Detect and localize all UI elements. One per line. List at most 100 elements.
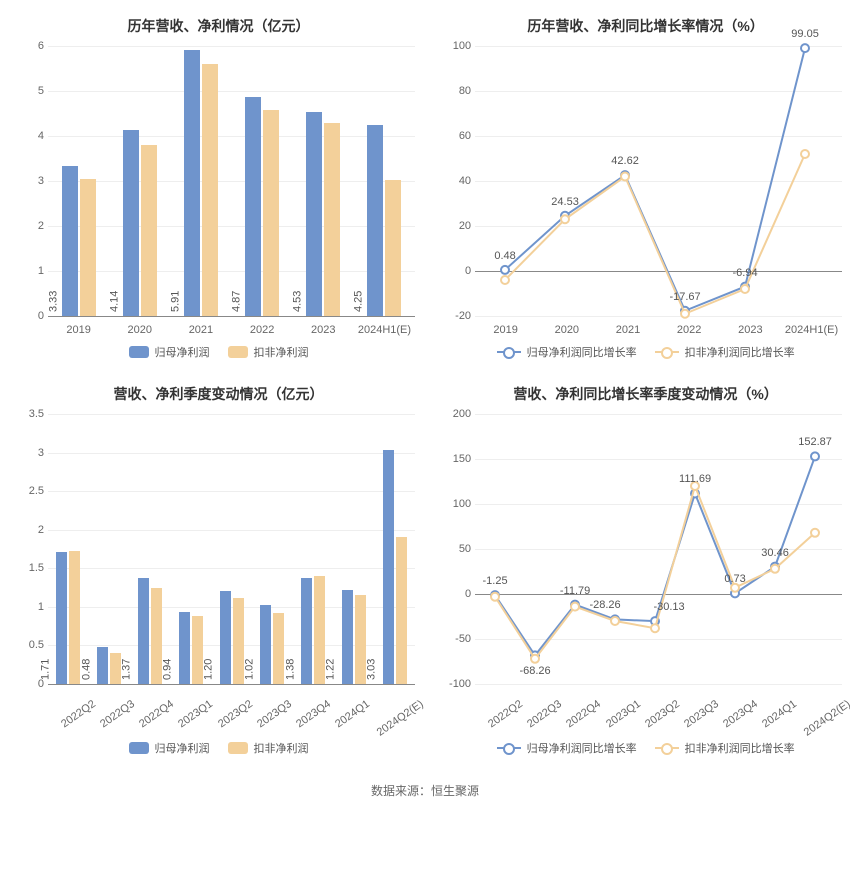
- x-tick-label: 2021: [170, 322, 231, 336]
- x-tick-label: 2020: [536, 322, 597, 336]
- y-tick-label: 2.5: [14, 485, 44, 497]
- x-tick-label: 2021: [597, 322, 658, 336]
- bar: [69, 551, 80, 684]
- point-value-label: 99.05: [791, 28, 819, 40]
- y-tick-label: 100: [441, 40, 471, 52]
- line-point: [741, 285, 749, 293]
- point-value-label: 30.46: [761, 547, 789, 559]
- x-tick-label: 2022Q2: [475, 690, 514, 732]
- x-axis: 201920202021202220232024H1(E): [48, 322, 415, 336]
- line-point: [801, 44, 809, 52]
- legend-item: 归母净利润同比增长率: [497, 344, 637, 360]
- point-value-label: 24.53: [551, 196, 579, 208]
- legend-label: 扣非净利润同比增长率: [685, 344, 795, 360]
- line-point: [501, 276, 509, 284]
- x-tick-label: 2023: [293, 322, 354, 336]
- legend-item: 扣非净利润: [228, 740, 309, 756]
- chart-quarter-line: 营收、净利同比增长率季度变动情况（%） -100-50050100150200-…: [437, 378, 850, 764]
- bar: 4.87: [245, 97, 261, 316]
- bar-group: 4.14: [109, 46, 170, 316]
- bar-value-label: 4.14: [108, 291, 120, 312]
- bar-group: 1.02: [252, 414, 293, 684]
- bar-group: 4.87: [232, 46, 293, 316]
- y-tick-label: 20: [441, 220, 471, 232]
- bar-group: 1.37: [130, 414, 171, 684]
- legend-label: 扣非净利润同比增长率: [685, 740, 795, 756]
- bar-value-label: 1.71: [39, 659, 51, 680]
- chart-title: 历年营收、净利情况（亿元）: [14, 16, 423, 36]
- plot-area: -200204060801000.4824.5342.62-17.67-6.94…: [475, 46, 842, 316]
- line-point: [501, 266, 509, 274]
- y-tick-label: 0.5: [14, 639, 44, 651]
- line-series-svg: [475, 46, 842, 316]
- bar-value-label: 3.03: [365, 659, 377, 680]
- bar-group: 1.38: [293, 414, 334, 684]
- line-point: [621, 173, 629, 181]
- bar: [355, 595, 366, 684]
- y-tick-label: 3: [14, 447, 44, 459]
- bar: [263, 110, 279, 316]
- bar-value-label: 1.20: [202, 659, 214, 680]
- x-tick-label: 2024H1(E): [354, 322, 415, 336]
- data-source-footer: 数据来源：恒生聚源: [10, 782, 840, 799]
- legend-item: 扣非净利润同比增长率: [655, 740, 795, 756]
- point-value-label: 0.48: [494, 250, 515, 262]
- legend-item: 归母净利润同比增长率: [497, 740, 637, 756]
- bar: 3.33: [62, 166, 78, 316]
- chart-annual-line: 历年营收、净利同比增长率情况（%） -200204060801000.4824.…: [437, 10, 850, 368]
- bar-value-label: 4.25: [353, 291, 365, 312]
- x-tick-label: 2024Q2(E): [788, 690, 842, 732]
- bar-value-label: 4.87: [230, 291, 242, 312]
- bar: 1.38: [301, 578, 312, 684]
- x-tick-label: 2019: [48, 322, 109, 336]
- x-tick-label: 2023: [720, 322, 781, 336]
- bar-value-label: 0.94: [162, 659, 174, 680]
- legend-item: 扣非净利润: [228, 344, 309, 360]
- bar: [80, 179, 96, 316]
- line-point: [531, 655, 539, 663]
- legend-line-icon: [655, 351, 679, 353]
- bar: [141, 145, 157, 316]
- legend-item: 扣非净利润同比增长率: [655, 344, 795, 360]
- bar-group: 0.48: [89, 414, 130, 684]
- point-value-label: 152.87: [798, 436, 832, 448]
- bar-value-label: 0.48: [80, 659, 92, 680]
- y-tick-label: 150: [441, 453, 471, 465]
- bar-group: 1.20: [211, 414, 252, 684]
- point-value-label: -28.26: [589, 599, 620, 611]
- y-tick-label: -50: [441, 633, 471, 645]
- gridline: [48, 684, 415, 685]
- legend-swatch-icon: [129, 346, 149, 358]
- bar: 1.37: [138, 578, 149, 684]
- y-tick-label: 2: [14, 524, 44, 536]
- bar: 0.94: [179, 612, 190, 685]
- line-point: [801, 150, 809, 158]
- bar: 5.91: [184, 50, 200, 316]
- chart-annual-bar: 历年营收、净利情况（亿元） 01234563.334.145.914.874.5…: [10, 10, 427, 368]
- y-tick-label: 80: [441, 85, 471, 97]
- x-axis: 2022Q22022Q32022Q42023Q12023Q22023Q32023…: [475, 690, 842, 732]
- chart-grid: 历年营收、净利情况（亿元） 01234563.334.145.914.874.5…: [10, 10, 840, 764]
- y-tick-label: 0: [441, 265, 471, 277]
- y-tick-label: 5: [14, 85, 44, 97]
- gridline: [48, 316, 415, 317]
- bar: [324, 123, 340, 316]
- bar: [273, 613, 284, 684]
- bar: 1.02: [260, 605, 271, 684]
- bar-group: 4.25: [354, 46, 415, 316]
- legend-label: 扣非净利润: [254, 740, 309, 756]
- legend-line-icon: [497, 747, 521, 749]
- legend-swatch-icon: [228, 742, 248, 754]
- legend-label: 归母净利润同比增长率: [527, 344, 637, 360]
- bar-value-label: 1.22: [325, 659, 337, 680]
- bar-group: 3.03: [374, 414, 415, 684]
- point-value-label: -17.67: [669, 291, 700, 303]
- bar-value-label: 1.37: [121, 659, 133, 680]
- x-axis: 2022Q22022Q32022Q42023Q12023Q22023Q32023…: [48, 690, 415, 732]
- legend: 归母净利润同比增长率 扣非净利润同比增长率: [441, 740, 850, 756]
- x-tick-label: 2024H1(E): [781, 322, 842, 336]
- point-value-label: -6.94: [733, 267, 758, 279]
- chart-title: 营收、净利同比增长率季度变动情况（%）: [441, 384, 850, 404]
- y-tick-label: 3.5: [14, 408, 44, 420]
- bar: 4.53: [306, 112, 322, 316]
